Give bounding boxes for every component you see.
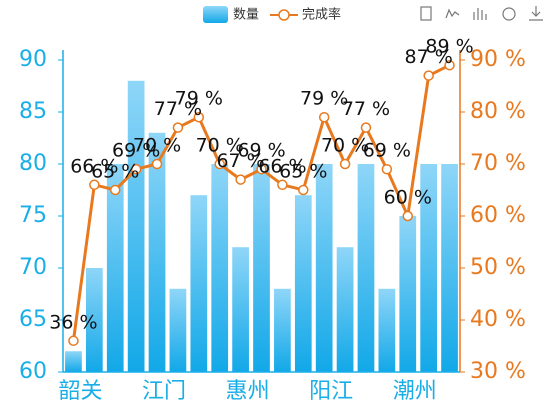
legend-swatch (203, 6, 228, 23)
line-point (172, 122, 184, 133)
line-point (68, 335, 79, 347)
line-icon[interactable] (445, 8, 460, 19)
bar (399, 216, 417, 372)
y-tick-label: 75 (19, 203, 47, 228)
bar (106, 164, 124, 372)
data-label: 69 % (112, 140, 160, 162)
bar (253, 164, 270, 372)
y2-tick-label: 60 % (470, 203, 526, 228)
y2-tick-label: 70 % (470, 151, 526, 176)
data-label: 67 % (216, 150, 264, 172)
bar-icon[interactable] (473, 8, 487, 20)
line-point (318, 111, 330, 123)
y-tick-label: 90 (19, 47, 47, 72)
line-point (381, 163, 393, 175)
legend-label: 数量 (233, 8, 259, 23)
y-tick-label: 80 (19, 151, 47, 176)
line-point (360, 122, 372, 133)
data-label: 69 % (363, 140, 411, 162)
data-label: 77 % (342, 98, 390, 120)
data-label: 60 % (384, 187, 432, 209)
line-point (339, 158, 351, 170)
line-point (235, 174, 246, 185)
data-label: 69 % (237, 140, 285, 162)
bar (294, 195, 312, 372)
data-label: 65 % (279, 161, 327, 183)
y-tick-label: 65 (19, 307, 47, 332)
line-point (402, 210, 414, 222)
bar (315, 164, 333, 372)
y-tick-label: 60 (19, 359, 47, 384)
data-label: 66 % (258, 155, 306, 177)
x-tick-label: 江门 (142, 379, 186, 404)
bar (148, 132, 166, 372)
y2-tick-label: 30 % (470, 359, 526, 384)
data-label: 77 % (154, 98, 202, 120)
bar (190, 195, 208, 372)
legend-marker (278, 9, 290, 21)
legend-label: 完成率 (302, 7, 341, 23)
line-point (423, 70, 434, 81)
line-point (193, 111, 205, 123)
line-point (151, 158, 163, 170)
data-label: 70 % (133, 135, 181, 157)
bar (85, 268, 103, 372)
data-label: 79 % (300, 88, 348, 110)
data-label: 79 % (175, 88, 223, 110)
y2-tick-label: 80 % (470, 99, 526, 124)
line-point (214, 158, 225, 170)
bar (336, 247, 354, 372)
y2-tick-label: 90 % (470, 47, 526, 72)
y2-tick-label: 40 % (470, 307, 526, 332)
data-label: 65 % (91, 161, 139, 183)
data-label: 70 % (321, 135, 369, 157)
bar (65, 351, 82, 372)
line-point (256, 163, 267, 175)
bar (378, 288, 396, 372)
bar (127, 80, 145, 373)
line-point (109, 184, 121, 196)
bar (357, 164, 375, 372)
x-tick-label: 惠州 (226, 379, 270, 404)
data-label: 89 % (425, 36, 473, 58)
line-point (298, 184, 309, 196)
line-point (444, 59, 455, 71)
data-view-icon[interactable] (420, 6, 432, 21)
data-label: 87 % (405, 46, 453, 68)
bar (274, 288, 291, 372)
data-label: 36 % (49, 311, 97, 333)
x-tick-label: 潮州 (393, 379, 437, 404)
toolbox[interactable] (420, 6, 543, 21)
y2-tick-label: 50 % (470, 255, 526, 280)
data-label: 70 % (196, 135, 244, 157)
bar (232, 247, 249, 372)
y-tick-label: 85 (19, 99, 47, 124)
bar (211, 164, 229, 372)
x-tick-label: 韶关 (58, 379, 102, 404)
line-point (89, 179, 100, 191)
restore-icon[interactable] (502, 7, 516, 21)
x-tick-label: 阳江 (309, 379, 353, 404)
bar (420, 164, 438, 372)
bar (441, 164, 458, 372)
bar (169, 288, 187, 372)
line-point (277, 179, 288, 191)
data-label: 66 % (70, 155, 118, 177)
legend: 数量 完成率 (203, 6, 341, 23)
line-point (130, 163, 142, 175)
save-icon[interactable] (529, 6, 543, 21)
y-tick-label: 70 (19, 255, 47, 280)
